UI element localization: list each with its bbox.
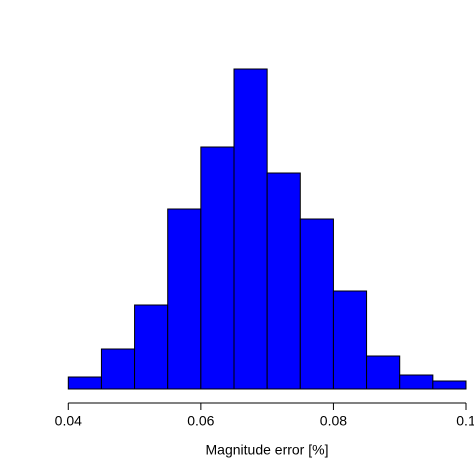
bar bbox=[134, 304, 169, 390]
bar bbox=[299, 218, 334, 390]
bar bbox=[266, 172, 301, 390]
x-axis-label: Magnitude error [%] bbox=[206, 442, 329, 458]
bar bbox=[67, 376, 102, 390]
x-tick-label: 0.04 bbox=[55, 413, 82, 429]
bar bbox=[233, 68, 268, 390]
bar bbox=[432, 380, 467, 390]
bar bbox=[399, 374, 434, 390]
bar bbox=[366, 355, 401, 390]
x-tick-label: 0.06 bbox=[187, 413, 214, 429]
bar bbox=[332, 290, 368, 390]
x-tick-label: 0.08 bbox=[320, 413, 347, 429]
bar bbox=[100, 348, 136, 390]
bar bbox=[200, 146, 235, 390]
x-tick-label: 0.1 bbox=[456, 413, 474, 429]
bar bbox=[167, 208, 202, 390]
